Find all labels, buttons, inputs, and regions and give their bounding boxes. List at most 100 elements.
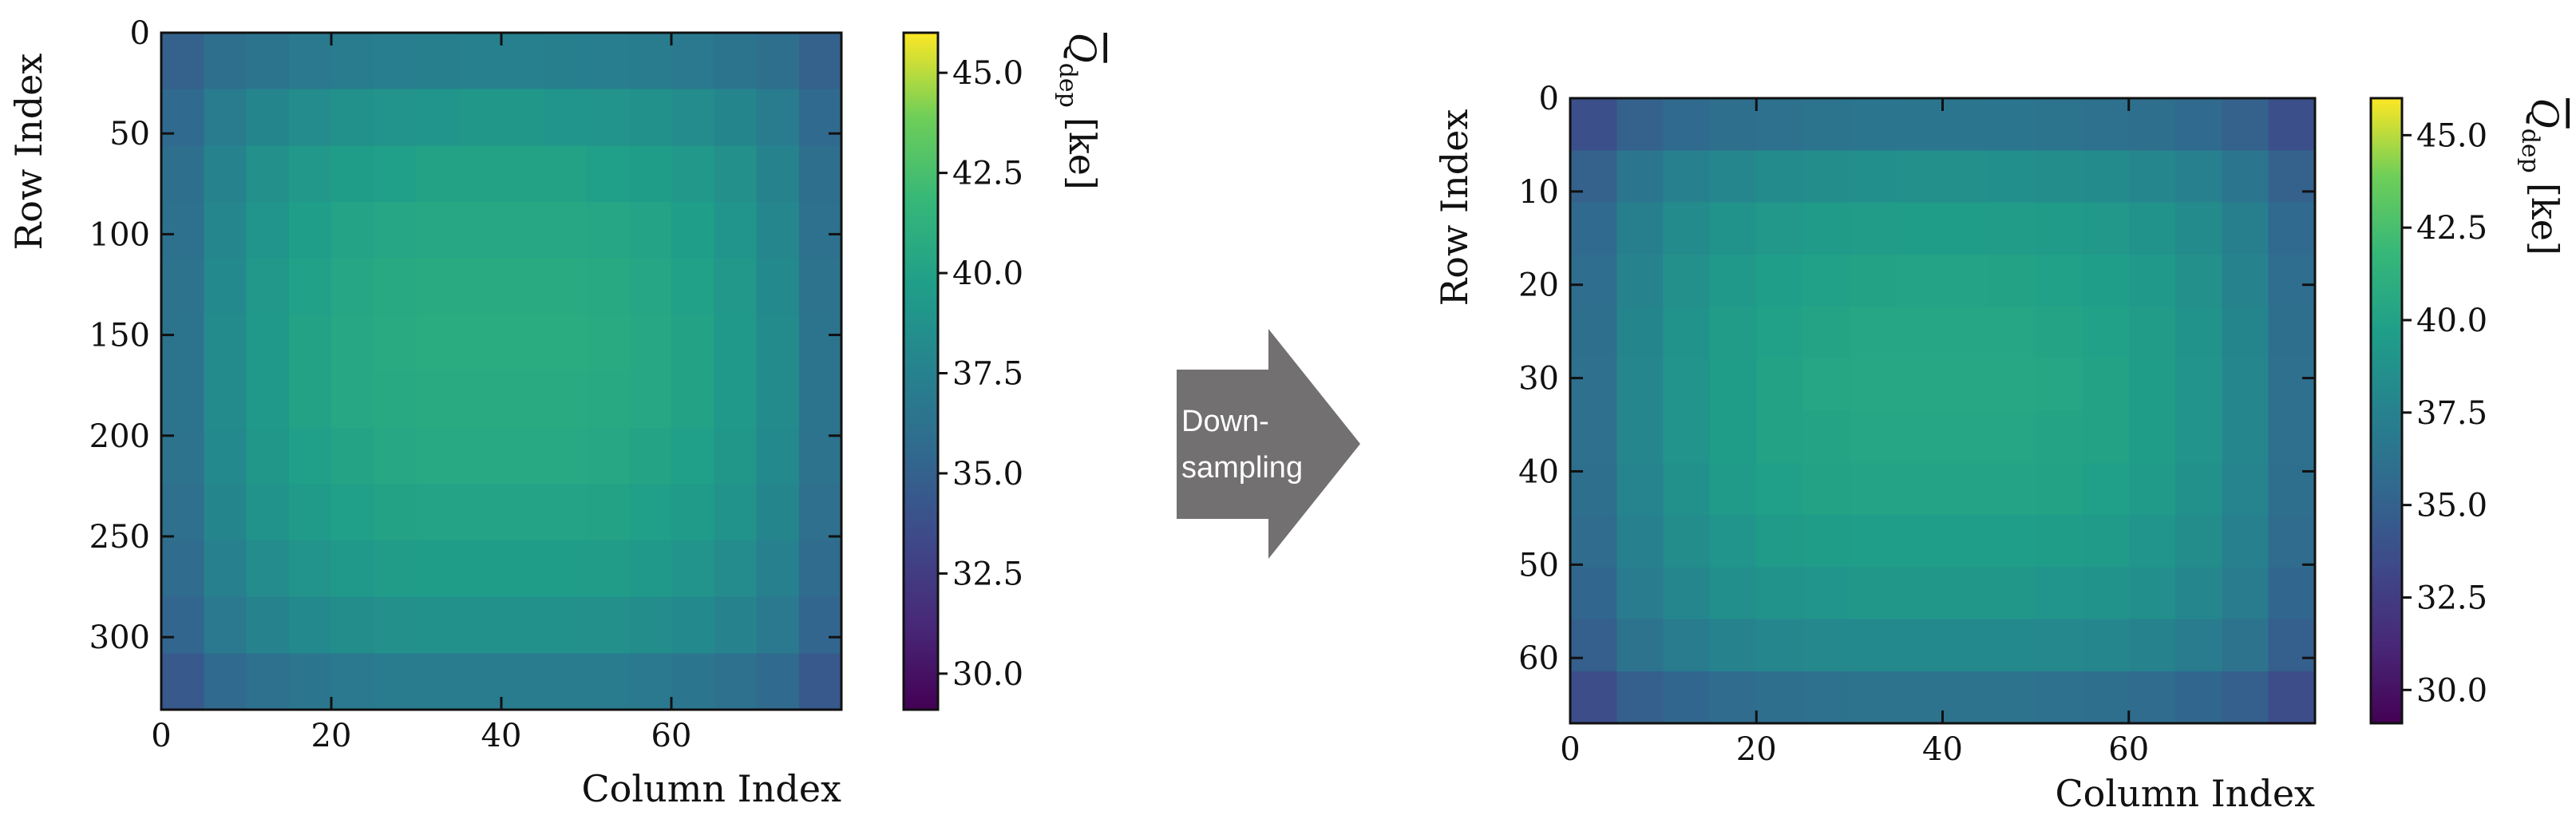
heatmap-cell <box>1663 98 1711 151</box>
heatmap-cell <box>628 89 672 146</box>
heatmap-cell <box>246 596 290 654</box>
colorbar <box>902 31 940 711</box>
heatmap-cell <box>586 315 630 372</box>
heatmap-cell <box>2036 307 2083 359</box>
heatmap-cell <box>2222 358 2269 412</box>
heatmap-cell <box>2222 202 2269 255</box>
heatmap-cell <box>2222 671 2269 724</box>
heatmap-cell <box>246 145 290 203</box>
heatmap-cell <box>1849 254 1897 307</box>
heatmap-cell <box>161 33 204 90</box>
heatmap-cell <box>2082 358 2130 412</box>
heatmap-cell <box>798 371 842 429</box>
heatmap-cell <box>374 371 417 429</box>
heatmap-cell <box>1988 410 2036 464</box>
heatmap-cell <box>628 371 672 429</box>
heatmap-cell <box>2082 150 2130 204</box>
heatmap-cell <box>2175 202 2222 255</box>
heatmap-cell <box>458 540 502 598</box>
heatmap-cell <box>671 596 714 654</box>
heatmap-cell <box>2268 567 2316 620</box>
heatmap-cell <box>1709 515 1757 568</box>
heatmap-cell <box>544 596 588 654</box>
heatmap-cell <box>544 371 588 429</box>
heatmap-cell <box>331 653 374 710</box>
heatmap-cell <box>671 484 714 541</box>
heatmap-cell <box>1663 358 1711 412</box>
heatmap-cell <box>161 145 204 203</box>
x-tick-label: 60 <box>651 718 692 754</box>
heatmap-cell <box>2128 619 2176 672</box>
heatmap-cell <box>2128 307 2176 359</box>
heatmap-cell <box>1570 98 1617 151</box>
colorbar-tick-label: 30.0 <box>952 656 1023 693</box>
heatmap-cell <box>374 596 417 654</box>
heatmap-cell <box>1988 515 2036 568</box>
heatmap-cell <box>671 315 714 372</box>
y-tick-label: 0 <box>130 15 150 52</box>
heatmap-cell <box>374 427 417 485</box>
heatmap-cell <box>671 258 714 315</box>
heatmap-cell <box>2082 671 2130 724</box>
heatmap-cell <box>798 653 842 710</box>
heatmap-cell <box>416 315 460 372</box>
heatmap-cell <box>246 33 290 90</box>
heatmap-cell <box>331 258 374 315</box>
heatmap-cell <box>1896 619 1944 672</box>
heatmap-cell <box>246 427 290 485</box>
heatmap-cell <box>586 427 630 485</box>
heatmap-cell <box>1709 150 1757 204</box>
heatmap-cell <box>714 202 758 259</box>
heatmap-cell <box>374 258 417 315</box>
y-tick-label: 300 <box>89 619 150 656</box>
heatmap-cell <box>2036 567 2083 620</box>
heatmap-cell <box>1570 358 1617 412</box>
heatmap-cell <box>628 653 672 710</box>
heatmap-cell <box>671 540 714 598</box>
x-tick-label: 60 <box>2108 731 2149 768</box>
heatmap-cell <box>331 145 374 203</box>
heatmap-cell <box>204 89 247 146</box>
heatmap-cell <box>2175 567 2222 620</box>
heatmap-cell <box>246 315 290 372</box>
heatmap-cell <box>544 202 588 259</box>
colorbar-tick-label: 37.5 <box>952 356 1023 393</box>
heatmap-cell <box>246 89 290 146</box>
heatmap-cell <box>1849 619 1897 672</box>
heatmap-cell <box>586 371 630 429</box>
y-tick-label: 200 <box>89 418 150 455</box>
heatmap-cell <box>1942 671 1990 724</box>
heatmap-cell <box>2128 410 2176 464</box>
heatmap-cell <box>288 371 332 429</box>
heatmap-cell <box>288 315 332 372</box>
heatmap-cell <box>374 484 417 541</box>
heatmap-cell <box>416 202 460 259</box>
heatmap-cell <box>416 653 460 710</box>
heatmap-cell <box>1616 254 1664 307</box>
y-axis-label: Row Index <box>1433 109 1476 307</box>
heatmap-cell <box>1896 307 1944 359</box>
heatmap-cell <box>2082 462 2130 516</box>
heatmap-cell <box>714 427 758 485</box>
heatmap-cell <box>1570 150 1617 204</box>
heatmap-cell <box>2268 202 2316 255</box>
heatmap-cell <box>2036 358 2083 412</box>
y-tick-label: 250 <box>89 519 150 556</box>
x-tick-label: 0 <box>151 718 171 754</box>
arrow-label: Down- <box>1181 405 1269 438</box>
heatmap-cell <box>1663 202 1711 255</box>
heatmap-panel: 0 20 40 60 0 50 100 150 200 250 300 Column Index Row… <box>7 15 1104 810</box>
heatmap-cell <box>1709 98 1757 151</box>
heatmap-cell <box>204 145 247 203</box>
heatmap-cell <box>2222 410 2269 464</box>
heatmap-cell <box>1849 515 1897 568</box>
heatmap-cell <box>1663 307 1711 359</box>
heatmap-cell <box>1896 98 1944 151</box>
heatmap-cell <box>714 258 758 315</box>
heatmap-cell <box>628 484 672 541</box>
heatmap-cell <box>671 371 714 429</box>
heatmap-cell <box>714 371 758 429</box>
heatmap-cell <box>2175 358 2222 412</box>
heatmap-cell <box>544 315 588 372</box>
heatmap-cell <box>1988 98 2036 151</box>
